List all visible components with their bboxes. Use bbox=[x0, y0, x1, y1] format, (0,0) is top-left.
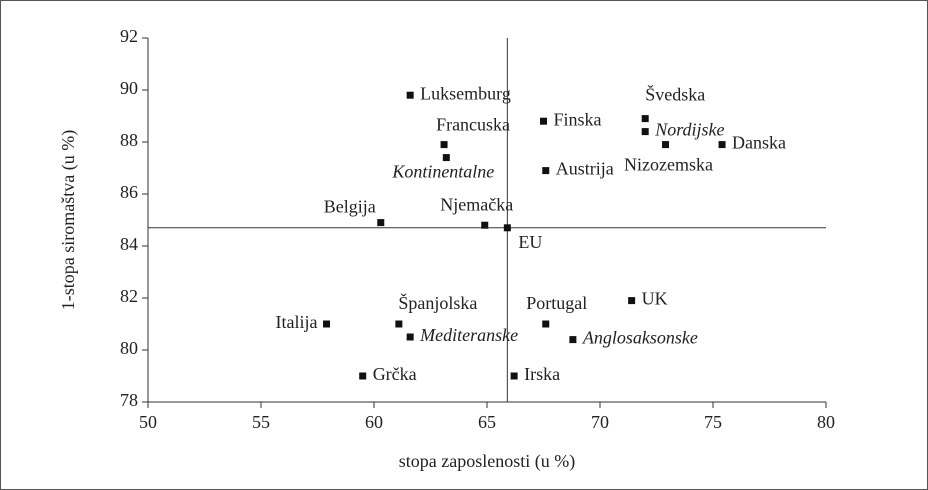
x-tick-label: 70 bbox=[591, 412, 609, 432]
y-tick-label: 88 bbox=[120, 130, 138, 150]
y-tick-label: 90 bbox=[120, 78, 138, 98]
point-label: Mediteranske bbox=[419, 325, 518, 345]
point-label: Portugal bbox=[526, 293, 587, 313]
point-label: Francuska bbox=[436, 115, 510, 135]
x-tick-label: 60 bbox=[365, 412, 383, 432]
point-label: Irska bbox=[524, 364, 560, 384]
x-axis-title: stopa zaposlenosti (u %) bbox=[399, 451, 575, 472]
y-axis-title: 1-stopa siromaštva (u %) bbox=[58, 130, 79, 310]
point bbox=[481, 221, 489, 229]
point-label: Grčka bbox=[373, 364, 417, 384]
point-label: Španjolska bbox=[398, 292, 477, 313]
point bbox=[503, 224, 511, 232]
point-label: UK bbox=[642, 289, 668, 309]
point bbox=[440, 141, 448, 149]
point-label: Kontinentalne bbox=[391, 162, 494, 182]
y-tick-label: 80 bbox=[120, 338, 138, 358]
point bbox=[323, 320, 331, 328]
y-tick-label: 82 bbox=[120, 286, 138, 306]
point-label: Danska bbox=[732, 133, 786, 153]
point bbox=[395, 320, 403, 328]
point bbox=[442, 154, 450, 162]
point-label: Austrija bbox=[556, 159, 614, 179]
point bbox=[510, 372, 518, 380]
point-label: Njemačka bbox=[440, 194, 513, 214]
point bbox=[718, 141, 726, 149]
point-label: Italija bbox=[276, 312, 318, 332]
point-label: Nordijske bbox=[654, 120, 724, 140]
point bbox=[641, 115, 649, 123]
y-tick-label: 86 bbox=[120, 182, 138, 202]
point bbox=[542, 167, 550, 175]
point-label: Anglosaksonske bbox=[582, 328, 698, 348]
point bbox=[406, 333, 414, 341]
point bbox=[569, 336, 577, 344]
y-tick-label: 92 bbox=[120, 26, 138, 46]
point-label: Švedska bbox=[645, 84, 705, 105]
x-tick-label: 80 bbox=[817, 412, 835, 432]
point bbox=[359, 372, 367, 380]
x-tick-label: 50 bbox=[139, 412, 157, 432]
point-label: Nizozemska bbox=[624, 155, 713, 175]
point bbox=[542, 320, 550, 328]
point bbox=[662, 141, 670, 149]
x-tick-label: 75 bbox=[704, 412, 722, 432]
point-label: EU bbox=[518, 232, 542, 252]
point bbox=[641, 128, 649, 136]
point-label: Belgija bbox=[324, 197, 376, 217]
point-label: Finska bbox=[554, 109, 602, 129]
point bbox=[406, 91, 414, 99]
point bbox=[540, 117, 547, 125]
y-tick-label: 78 bbox=[120, 390, 138, 410]
x-tick-label: 65 bbox=[478, 412, 496, 432]
x-tick-label: 55 bbox=[252, 412, 270, 432]
point-label: Luksemburg bbox=[420, 83, 511, 103]
point bbox=[377, 219, 385, 227]
point bbox=[628, 297, 636, 305]
y-tick-label: 84 bbox=[120, 234, 138, 254]
